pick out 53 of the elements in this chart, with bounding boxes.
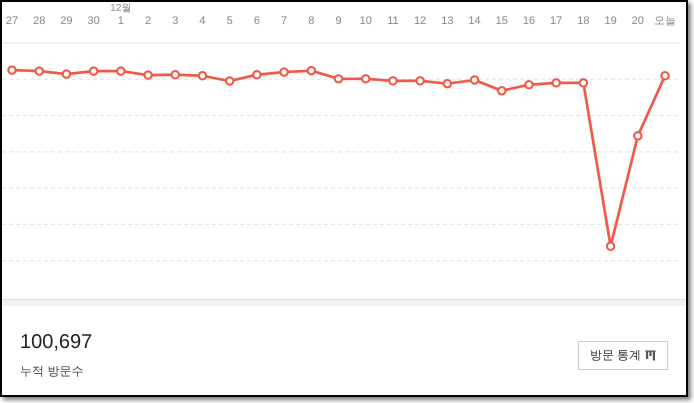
text: 100,697	[20, 331, 92, 353]
x-tick-label: 5	[226, 15, 233, 27]
point	[252, 70, 262, 80]
point	[524, 80, 534, 90]
x-tick-label: 17	[550, 15, 562, 27]
text: 누적 방문수	[20, 364, 84, 379]
point	[34, 66, 44, 76]
point	[116, 66, 126, 76]
x-tick-label: 12	[414, 15, 426, 27]
x-tick-label: 11	[387, 15, 399, 27]
x-tick-label: 19	[604, 15, 617, 27]
point	[388, 76, 398, 86]
point	[442, 78, 452, 88]
point	[415, 76, 425, 86]
point	[497, 86, 506, 96]
x-tick-label: 30	[88, 15, 100, 27]
x-tick-label: 오늘	[654, 15, 676, 27]
x-tick-label: 13	[441, 15, 454, 27]
point	[224, 76, 234, 86]
point	[633, 131, 642, 141]
point	[198, 71, 208, 80]
x-tick-label: 14	[468, 15, 481, 27]
x-tick-label: 7	[281, 15, 288, 27]
point	[7, 65, 17, 75]
point	[361, 74, 370, 84]
x-tick-label: 6	[254, 15, 260, 27]
x-tick-label: 29	[60, 15, 73, 27]
x-tick-label: 9	[335, 15, 342, 27]
point	[143, 70, 153, 80]
point	[334, 74, 344, 84]
x-tick-label: 20	[632, 15, 644, 27]
x-tick-label: 28	[33, 15, 46, 27]
point	[62, 69, 72, 79]
point	[279, 67, 289, 77]
x-tick-label: 3	[172, 15, 178, 27]
point	[578, 78, 588, 88]
x-tick-label: 16	[522, 15, 536, 27]
x-tick-label: 10	[360, 15, 372, 27]
point	[88, 66, 98, 76]
x-tick-label: 18	[577, 15, 590, 27]
point	[551, 78, 561, 88]
point	[606, 242, 616, 251]
text: 방문 통계	[590, 347, 642, 364]
point	[470, 75, 480, 85]
x-tick-label: 8	[308, 15, 314, 27]
point	[170, 70, 180, 80]
x-tick-label: 12월 1	[110, 3, 132, 27]
x-tick-label: 15	[496, 15, 508, 27]
x-tick-label: 4	[199, 15, 206, 27]
x-tick-label: 2	[144, 15, 152, 27]
point	[660, 71, 670, 80]
x-tick-label: 27	[6, 15, 18, 27]
point	[306, 66, 316, 76]
